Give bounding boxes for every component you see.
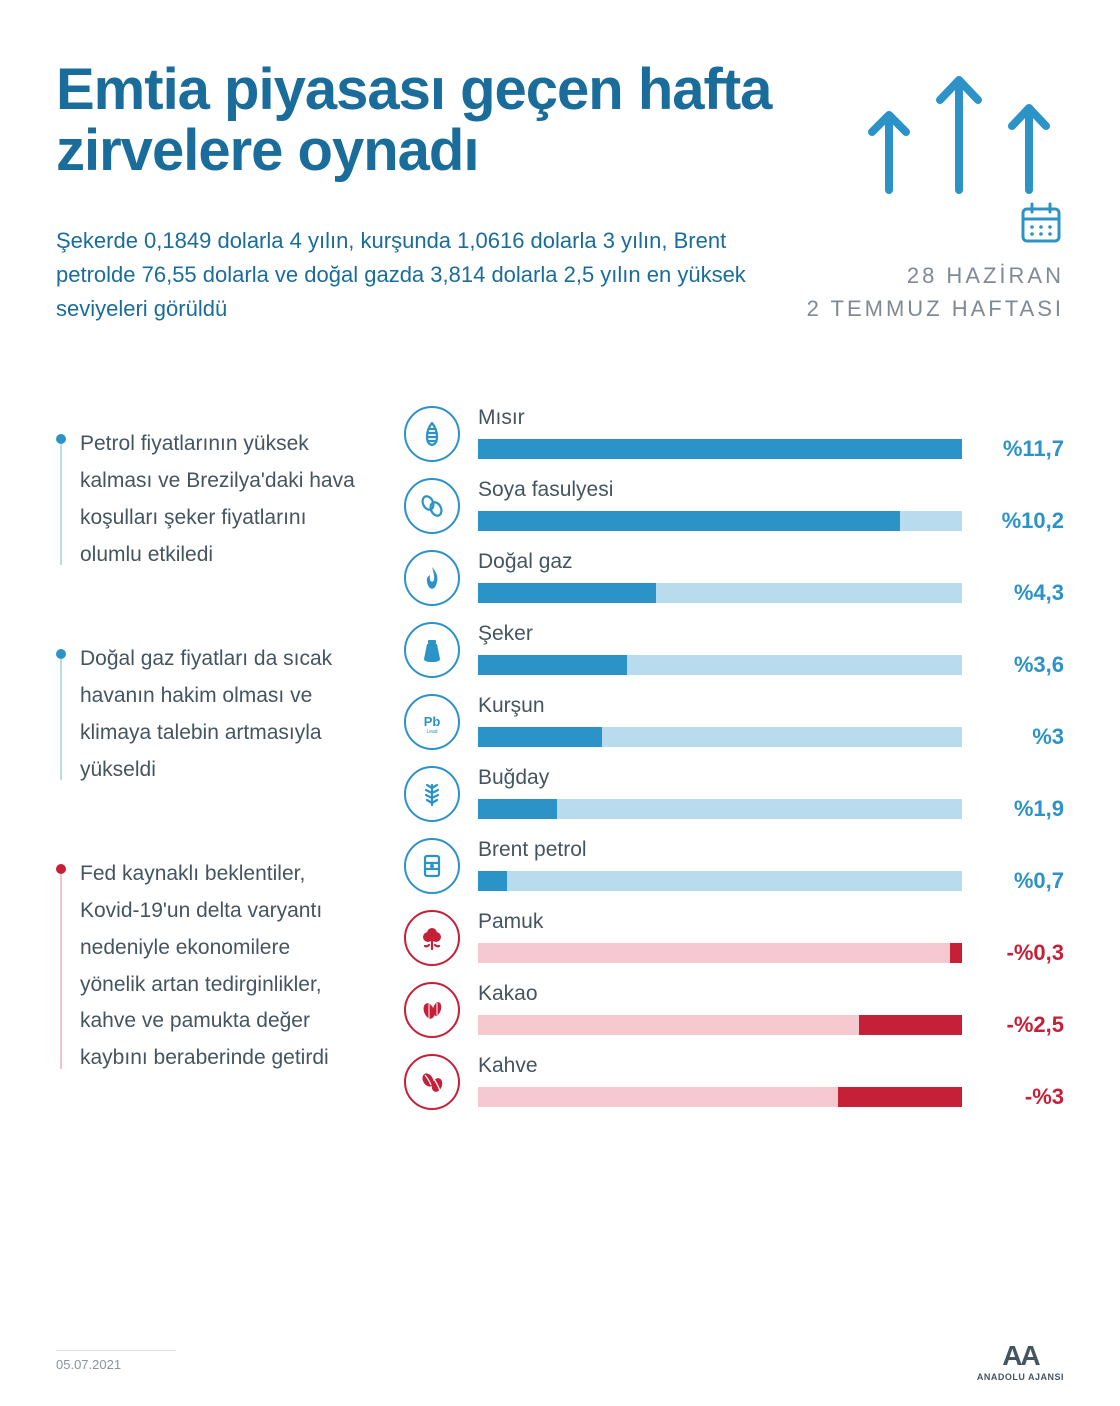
cacao-icon	[404, 982, 460, 1038]
bullet-item: Doğal gaz fiyatları da sıcak havanın hak…	[56, 641, 356, 788]
bar-value: %4,3	[978, 580, 1064, 606]
bar-track	[478, 1087, 962, 1107]
bar-fill	[478, 655, 627, 675]
row-label: Şeker	[478, 622, 1064, 646]
coffee-icon	[404, 1054, 460, 1110]
bar-track	[478, 511, 962, 531]
svg-text:Lead: Lead	[426, 729, 437, 735]
bar-track	[478, 943, 962, 963]
arrows-up-icon	[854, 60, 1064, 200]
bar-track	[478, 1015, 962, 1035]
bar-fill	[838, 1087, 962, 1107]
chart-row: Buğday %1,9	[404, 766, 1064, 822]
calendar-icon	[1018, 200, 1064, 246]
row-label: Kurşun	[478, 694, 1064, 718]
chart-row: Soya fasulyesi %10,2	[404, 478, 1064, 534]
bar-track	[478, 439, 962, 459]
barrel-icon	[404, 838, 460, 894]
row-label: Mısır	[478, 406, 1064, 430]
date-block: 28 HAZİRAN 2 TEMMUZ HAFTASI	[807, 200, 1064, 325]
bar-value: -%2,5	[978, 1012, 1064, 1038]
page-title: Emtia piyasası geçen hafta zirvelere oyn…	[56, 60, 834, 182]
bar-track	[478, 655, 962, 675]
row-label: Pamuk	[478, 910, 1064, 934]
soy-icon	[404, 478, 460, 534]
chart-row: Brent petrol %0,7	[404, 838, 1064, 894]
chart-row: Pamuk -%0,3	[404, 910, 1064, 966]
chart-row: Doğal gaz %4,3	[404, 550, 1064, 606]
bar-value: -%3	[978, 1084, 1064, 1110]
row-label: Buğday	[478, 766, 1064, 790]
row-label: Brent petrol	[478, 838, 1064, 862]
bar-value: %3	[978, 724, 1064, 750]
date-line-1: 28 HAZİRAN	[807, 259, 1064, 292]
wheat-icon	[404, 766, 460, 822]
agency-name: ANADOLU AJANSI	[977, 1372, 1064, 1382]
bullet-item: Petrol fiyatlarının yüksek kalması ve Br…	[56, 426, 356, 573]
svg-text:Pb: Pb	[424, 714, 441, 729]
bar-value: -%0,3	[978, 940, 1064, 966]
chart-row: Kahve -%3	[404, 1054, 1064, 1110]
bar-value: %11,7	[978, 436, 1064, 462]
chart-row: PbLead Kurşun %3	[404, 694, 1064, 750]
corn-icon	[404, 406, 460, 462]
bar-fill	[478, 583, 656, 603]
bar-track	[478, 583, 962, 603]
chart-row: Mısır %11,7	[404, 406, 1064, 462]
footer-date: 05.07.2021	[56, 1350, 176, 1372]
date-line-2: 2 TEMMUZ HAFTASI	[807, 292, 1064, 325]
bar-fill	[478, 799, 557, 819]
cotton-icon	[404, 910, 460, 966]
subtitle: Şekerde 0,1849 dolarla 4 yılın, kurşunda…	[56, 224, 776, 326]
chart-row: Şeker %3,6	[404, 622, 1064, 678]
bar-value: %1,9	[978, 796, 1064, 822]
commodity-chart: Mısır %11,7 Soya fasulyesi %10,2 Doğal gaz %4…	[404, 406, 1064, 1145]
bar-fill	[859, 1015, 962, 1035]
row-label: Kahve	[478, 1054, 1064, 1078]
bar-fill	[478, 871, 507, 891]
bullet-item: Fed kaynaklı beklentiler, Kovid-19'un de…	[56, 856, 356, 1077]
bar-track	[478, 871, 962, 891]
bar-track	[478, 799, 962, 819]
row-label: Kakao	[478, 982, 1064, 1006]
bar-value: %0,7	[978, 868, 1064, 894]
bar-fill	[478, 511, 900, 531]
flame-icon	[404, 550, 460, 606]
bar-fill	[478, 727, 602, 747]
row-label: Soya fasulyesi	[478, 478, 1064, 502]
bar-value: %10,2	[978, 508, 1064, 534]
chart-row: Kakao -%2,5	[404, 982, 1064, 1038]
pb-icon: PbLead	[404, 694, 460, 750]
row-label: Doğal gaz	[478, 550, 1064, 574]
bullet-list: Petrol fiyatlarının yüksek kalması ve Br…	[56, 406, 356, 1145]
bar-fill	[950, 943, 962, 963]
bar-track	[478, 727, 962, 747]
bar-fill	[478, 439, 962, 459]
agency-logo: AA ANADOLU AJANSI	[977, 1340, 1064, 1382]
bar-value: %3,6	[978, 652, 1064, 678]
sack-icon	[404, 622, 460, 678]
agency-mark: AA	[977, 1340, 1064, 1372]
